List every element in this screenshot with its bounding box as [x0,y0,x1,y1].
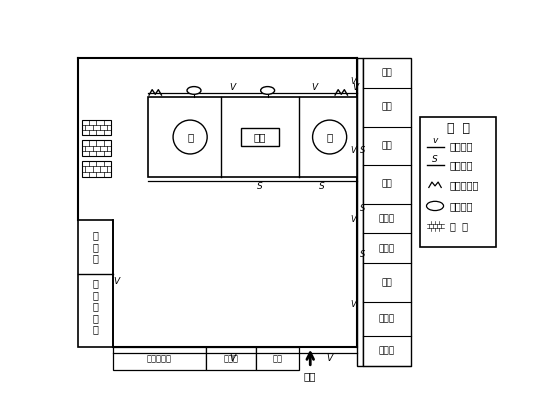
Text: 临时用电: 临时用电 [450,142,473,152]
Text: 会议室: 会议室 [379,315,395,323]
Text: 卵石: 卵石 [254,132,266,142]
Text: S: S [319,182,325,191]
Text: V: V [230,83,236,92]
Text: 入口: 入口 [304,371,316,381]
Text: V: V [352,83,358,92]
Bar [421,117,496,247]
Text: 水工加工棚: 水工加工棚 [147,354,171,363]
Text: V: V [350,215,356,224]
Text: 厕所: 厕所 [381,68,393,78]
Text: S: S [257,182,263,191]
Text: 砂: 砂 [187,132,193,142]
Text: 保管室: 保管室 [379,244,395,253]
Text: 门卫: 门卫 [272,354,282,363]
Ellipse shape [427,201,444,210]
Bar [82,120,111,135]
Bar [363,58,411,366]
Bar [427,220,444,231]
Bar [206,347,256,370]
Text: V: V [311,83,317,92]
Text: S: S [360,146,365,155]
Text: 配电室: 配电室 [223,354,239,363]
Text: V: V [326,354,333,363]
Text: 食堂: 食堂 [381,278,393,287]
Text: S: S [360,204,365,213]
Bar [82,161,111,177]
Bar [357,58,363,366]
Text: V: V [230,354,236,363]
Text: 砂: 砂 [326,132,333,142]
Bar [82,140,111,156]
Ellipse shape [187,87,201,94]
Bar [147,97,357,177]
Text: V: V [350,146,356,155]
Ellipse shape [260,87,274,94]
Text: 砼搅拌机: 砼搅拌机 [450,201,473,211]
Bar [78,220,113,347]
Text: 办公室: 办公室 [379,346,395,356]
Text: v: v [432,136,438,145]
Bar [240,128,279,146]
Bar [113,347,206,370]
Text: 砂浆搅拌机: 砂浆搅拌机 [450,180,479,190]
Text: 钢
筋
加
工
棚: 钢 筋 加 工 棚 [92,278,98,335]
Text: V: V [350,77,356,86]
Text: S: S [360,250,365,259]
Text: V: V [113,277,119,286]
Text: 砖  堆: 砖 堆 [450,221,468,231]
Text: S: S [432,155,438,164]
Text: 图  例: 图 例 [447,122,470,135]
Bar [256,347,298,370]
Text: 宿舍: 宿舍 [381,103,393,112]
Text: 宿舍: 宿舍 [381,180,393,189]
Text: 厨疗室: 厨疗室 [379,214,395,223]
Text: 临时用水: 临时用水 [450,160,473,170]
Text: 水
泥
库: 水 泥 库 [92,230,98,263]
Text: V: V [350,300,356,309]
Text: 宿舍: 宿舍 [381,141,393,150]
